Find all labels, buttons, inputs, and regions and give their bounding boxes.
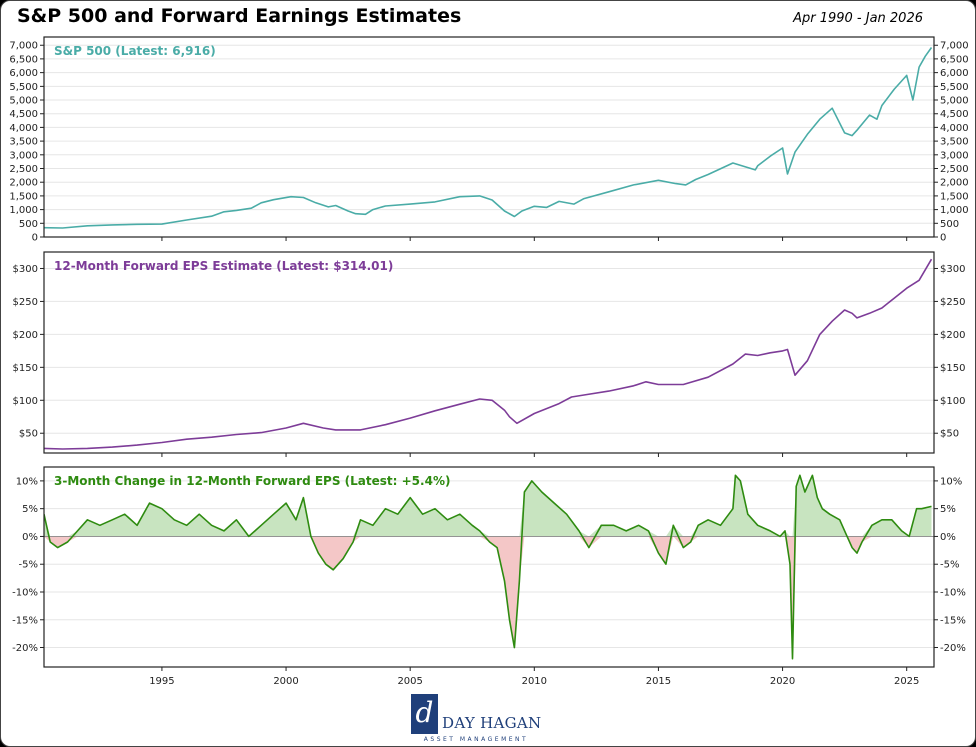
- y-tick-label-left: -10%: [12, 588, 38, 599]
- y-tick-label-right: $150: [940, 363, 965, 374]
- y-tick-label-right: 1,500: [940, 191, 969, 202]
- series-line: [44, 47, 933, 229]
- y-tick-label-right: 0%: [940, 532, 956, 543]
- y-tick-label-right: -5%: [940, 560, 959, 571]
- logo-subtitle: ASSET MANAGEMENT: [423, 736, 529, 743]
- y-tick-label-left: -15%: [12, 615, 38, 626]
- x-tick-label: 2015: [646, 676, 671, 687]
- y-tick-label-left: 0%: [22, 532, 38, 543]
- series-line: [44, 474, 932, 660]
- y-tick-label-right: -20%: [940, 643, 966, 654]
- y-tick-label-left: 7,000: [9, 41, 38, 52]
- y-tick-label-left: 6,000: [9, 68, 38, 79]
- y-tick-label-right: 5,000: [940, 96, 969, 107]
- y-tick-label-left: 4,500: [9, 109, 38, 120]
- y-tick-label-right: -15%: [940, 615, 966, 626]
- y-tick-label-left: -5%: [19, 560, 38, 571]
- x-tick-label: 2005: [397, 676, 422, 687]
- logo-name: DAY HAGAN: [442, 714, 542, 732]
- y-tick-label-left: 500: [19, 219, 38, 230]
- y-tick-label-left: 1,000: [9, 205, 38, 216]
- y-tick-label-left: 1,500: [9, 191, 38, 202]
- series-group: [44, 47, 933, 229]
- y-tick-label-right: $250: [940, 297, 965, 308]
- y-tick-label-left: 10%: [16, 476, 38, 487]
- y-tick-label-left: $50: [19, 429, 38, 440]
- panel-title: S&P 500 (Latest: 6,916): [54, 44, 216, 58]
- y-tick-label-right: 2,500: [940, 164, 969, 175]
- y-tick-label-right: -10%: [940, 588, 966, 599]
- y-tick-label-right: 5,500: [940, 82, 969, 93]
- y-tick-label-left: $100: [13, 396, 38, 407]
- y-tick-label-left: 5%: [22, 504, 38, 515]
- y-tick-label-right: 0: [940, 233, 946, 244]
- y-tick-label-left: 0: [32, 233, 38, 244]
- y-tick-label-right: 6,000: [940, 68, 969, 79]
- y-tick-label-left: 2,000: [9, 178, 38, 189]
- y-tick-label-right: 3,500: [940, 137, 969, 148]
- y-tick-label-right: $50: [940, 429, 959, 440]
- forward-eps-panel: $50 $50 $100 $100 $150 $150 $200 $200 $250 $250 $3…: [13, 251, 965, 457]
- eps-change-panel: -20% -20% -15% -15% -10% -10% -5% -5% 0% 0% 5% 5% 10…: [12, 466, 966, 671]
- y-tick-label-right: 4,000: [940, 123, 969, 134]
- y-tick-label-right: 10%: [940, 476, 962, 487]
- panel-title: 12-Month Forward EPS Estimate (Latest: $…: [54, 259, 393, 273]
- x-tick-label: 2010: [522, 676, 547, 687]
- y-tick-label-right: 500: [940, 219, 959, 230]
- series-group: [44, 258, 933, 450]
- y-tick-label-left: 6,500: [9, 54, 38, 65]
- y-tick-label-left: 3,500: [9, 137, 38, 148]
- page-title: S&P 500 and Forward Earnings Estimates: [17, 5, 462, 27]
- x-axis-ticks: 1995 2000 2005 2010 2015 2020 2025: [149, 676, 919, 687]
- company-logo: d DAY HAGAN ASSET MANAGEMENT: [411, 694, 541, 744]
- plot-frame: [43, 466, 935, 668]
- y-tick-label-left: 2,500: [9, 164, 38, 175]
- x-tick-label: 2020: [770, 676, 795, 687]
- y-tick-label-left: 5,000: [9, 96, 38, 107]
- y-tick-label-left: -20%: [12, 643, 38, 654]
- x-tick-label: 1995: [149, 676, 174, 687]
- y-tick-label-right: 4,500: [940, 109, 969, 120]
- y-tick-label-right: 2,000: [940, 178, 969, 189]
- y-tick-label-right: 6,500: [940, 54, 969, 65]
- series-group: [44, 474, 934, 660]
- y-tick-label-left: $150: [13, 363, 38, 374]
- y-tick-label-right: $100: [940, 396, 965, 407]
- negative-area: [44, 536, 932, 659]
- y-tick-label-left: 5,500: [9, 82, 38, 93]
- y-tick-label-left: $300: [13, 264, 38, 275]
- y-tick-label-right: $300: [940, 264, 965, 275]
- y-tick-label-left: 3,000: [9, 150, 38, 161]
- y-tick-label-left: 4,000: [9, 123, 38, 134]
- series-line: [44, 258, 933, 450]
- y-tick-label-right: 3,000: [940, 150, 969, 161]
- y-tick-label-left: $250: [13, 297, 38, 308]
- y-tick-label-right: 7,000: [940, 41, 969, 52]
- y-tick-label-left: $200: [13, 330, 38, 341]
- sp500-panel: 0 0 500 500 1,000 1,000 1,500 1,500 2,000 2,000 2,…: [9, 36, 969, 244]
- x-tick-label: 2025: [894, 676, 919, 687]
- date-range-label: Apr 1990 - Jan 2026: [793, 11, 923, 26]
- plot-frame: [43, 36, 935, 238]
- y-tick-label-right: 1,000: [940, 205, 969, 216]
- logo-mark-icon: d: [411, 694, 438, 734]
- y-tick-label-right: 5%: [940, 504, 956, 515]
- x-tick-label: 2000: [273, 676, 298, 687]
- panel-title: 3-Month Change in 12-Month Forward EPS (…: [54, 474, 450, 488]
- y-tick-label-right: $200: [940, 330, 965, 341]
- plot-frame: [43, 251, 935, 454]
